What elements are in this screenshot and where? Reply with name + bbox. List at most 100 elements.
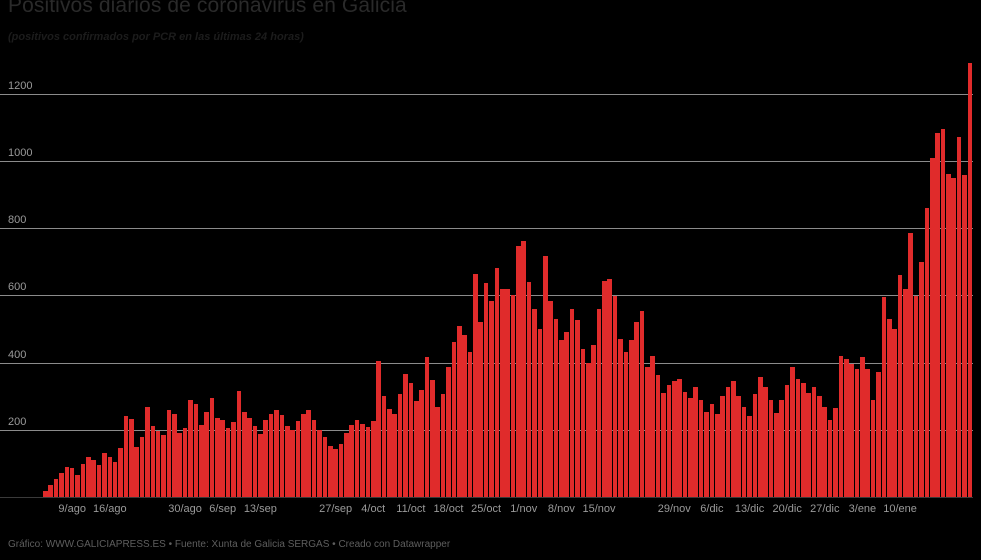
- bar[interactable]: [843, 359, 849, 497]
- bar[interactable]: [628, 339, 634, 497]
- bar[interactable]: [408, 383, 414, 497]
- bar[interactable]: [123, 416, 129, 497]
- bar[interactable]: [639, 311, 645, 497]
- bar[interactable]: [172, 414, 177, 497]
- bar[interactable]: [677, 378, 682, 497]
- bar[interactable]: [784, 384, 790, 497]
- bar[interactable]: [505, 288, 510, 497]
- bar[interactable]: [704, 411, 709, 497]
- bar[interactable]: [790, 366, 795, 497]
- bar[interactable]: [881, 297, 887, 497]
- bar[interactable]: [822, 406, 828, 497]
- bar[interactable]: [473, 273, 478, 497]
- bar[interactable]: [537, 328, 543, 497]
- bar[interactable]: [209, 397, 215, 497]
- bar[interactable]: [166, 410, 172, 497]
- bar[interactable]: [403, 373, 408, 497]
- bar[interactable]: [306, 410, 312, 497]
- bar[interactable]: [64, 466, 70, 497]
- bar[interactable]: [956, 137, 962, 497]
- bar[interactable]: [650, 355, 656, 497]
- bar[interactable]: [338, 443, 344, 497]
- bar[interactable]: [849, 363, 854, 497]
- bar[interactable]: [607, 279, 613, 497]
- bar[interactable]: [596, 308, 602, 497]
- bar[interactable]: [618, 339, 623, 497]
- bar[interactable]: [752, 394, 758, 497]
- bar[interactable]: [935, 133, 940, 497]
- bar[interactable]: [43, 490, 48, 497]
- bar[interactable]: [419, 390, 424, 497]
- bar[interactable]: [467, 352, 473, 497]
- bar[interactable]: [155, 431, 161, 497]
- bar[interactable]: [827, 419, 833, 497]
- bar[interactable]: [865, 369, 871, 497]
- bar[interactable]: [150, 425, 156, 497]
- bar[interactable]: [951, 177, 957, 497]
- bar[interactable]: [940, 128, 946, 497]
- bar[interactable]: [757, 376, 763, 497]
- bar[interactable]: [575, 319, 580, 497]
- bar[interactable]: [612, 295, 618, 497]
- bar[interactable]: [688, 397, 693, 497]
- bar[interactable]: [913, 295, 919, 497]
- bar[interactable]: [661, 392, 666, 497]
- bar[interactable]: [725, 386, 731, 497]
- bar[interactable]: [499, 289, 505, 497]
- bar[interactable]: [279, 414, 285, 497]
- bar[interactable]: [623, 352, 629, 497]
- bar[interactable]: [946, 174, 951, 497]
- bar[interactable]: [666, 385, 672, 497]
- bar[interactable]: [129, 419, 134, 497]
- bar[interactable]: [290, 430, 295, 497]
- bar[interactable]: [456, 326, 462, 497]
- bar[interactable]: [381, 396, 387, 497]
- bar[interactable]: [161, 434, 166, 497]
- bar[interactable]: [327, 445, 333, 497]
- bar[interactable]: [182, 428, 188, 497]
- bar[interactable]: [516, 246, 521, 497]
- bar[interactable]: [645, 366, 650, 497]
- bar[interactable]: [741, 406, 747, 497]
- bar[interactable]: [521, 240, 527, 497]
- bar[interactable]: [763, 387, 768, 497]
- bar[interactable]: [548, 301, 553, 497]
- bar[interactable]: [241, 412, 247, 497]
- bar[interactable]: [177, 433, 182, 497]
- bar[interactable]: [252, 426, 258, 497]
- bar[interactable]: [682, 392, 688, 497]
- bar[interactable]: [462, 334, 467, 497]
- bar[interactable]: [188, 400, 193, 497]
- bar[interactable]: [870, 399, 876, 497]
- bar[interactable]: [139, 437, 145, 497]
- bar[interactable]: [365, 427, 371, 497]
- bar[interactable]: [215, 417, 220, 497]
- bar[interactable]: [854, 368, 860, 497]
- bar[interactable]: [655, 375, 661, 497]
- bar[interactable]: [736, 396, 742, 497]
- bar[interactable]: [112, 462, 118, 497]
- bar[interactable]: [526, 281, 532, 497]
- bar[interactable]: [333, 449, 338, 497]
- bar[interactable]: [446, 366, 451, 497]
- bar[interactable]: [564, 331, 570, 497]
- bar[interactable]: [69, 468, 75, 497]
- bar[interactable]: [693, 386, 699, 497]
- bar[interactable]: [876, 371, 881, 497]
- bar[interactable]: [344, 433, 349, 497]
- bar[interactable]: [962, 174, 967, 497]
- bar[interactable]: [919, 261, 924, 497]
- bar[interactable]: [811, 386, 817, 497]
- bar[interactable]: [225, 428, 231, 497]
- bar[interactable]: [231, 422, 236, 497]
- bar[interactable]: [800, 382, 806, 497]
- bar[interactable]: [397, 394, 403, 497]
- bar[interactable]: [435, 406, 441, 497]
- bar[interactable]: [284, 425, 290, 497]
- bar[interactable]: [795, 378, 801, 497]
- bar[interactable]: [413, 400, 419, 497]
- bar[interactable]: [903, 289, 908, 497]
- bar[interactable]: [897, 275, 903, 497]
- bar[interactable]: [731, 381, 736, 497]
- bar[interactable]: [53, 478, 59, 497]
